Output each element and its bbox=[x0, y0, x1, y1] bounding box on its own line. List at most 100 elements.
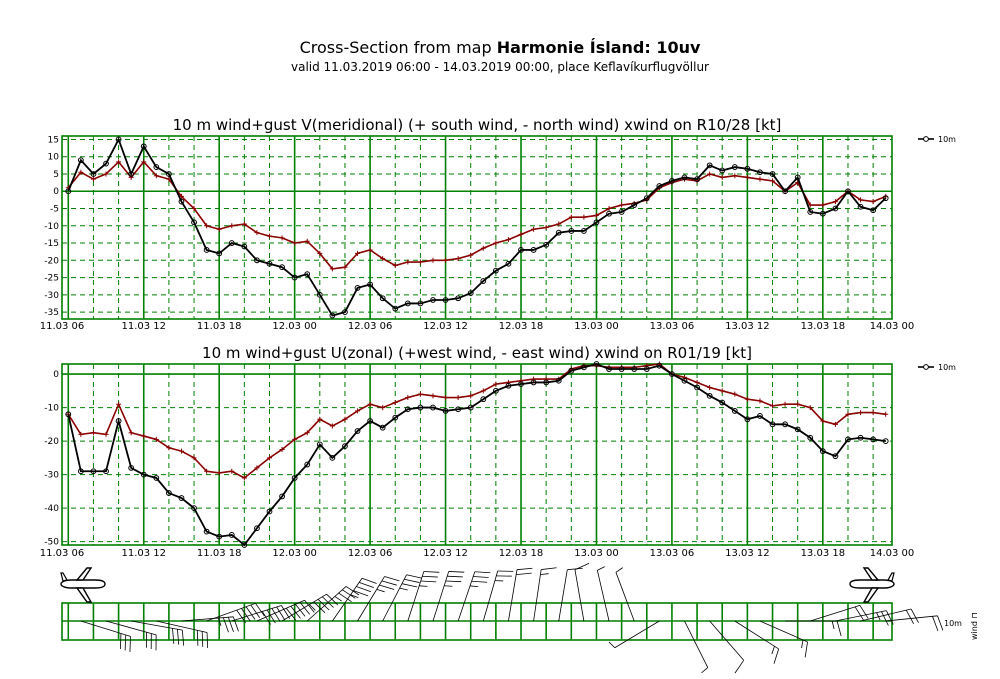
data-point-gust bbox=[430, 257, 436, 263]
data-point-10m bbox=[279, 264, 285, 271]
wind-barb-staff bbox=[256, 599, 305, 622]
wind-barb-staff bbox=[533, 569, 542, 622]
data-point-10m bbox=[316, 441, 323, 448]
data-point-gust bbox=[405, 259, 411, 265]
wind-barb bbox=[615, 567, 635, 622]
wind-barb bbox=[785, 620, 842, 637]
x-tick-label: 13.03 00 bbox=[574, 548, 619, 559]
wind-barb bbox=[608, 620, 660, 649]
wind-barb-feather bbox=[422, 575, 438, 578]
data-point-10m bbox=[404, 300, 411, 307]
data-point-gust bbox=[518, 378, 524, 384]
data-point-10m bbox=[241, 243, 248, 250]
wind-barb-half-feather bbox=[801, 639, 804, 649]
wind-barb-feather bbox=[406, 574, 422, 579]
wind-barb-staff bbox=[156, 620, 208, 633]
title-prefix: Cross-Section from map bbox=[299, 38, 497, 57]
data-point-10m bbox=[505, 260, 512, 267]
wind-barb bbox=[332, 577, 377, 622]
data-point-10m bbox=[279, 493, 285, 500]
data-point-10m bbox=[165, 490, 172, 496]
x-tick-label: 13.03 18 bbox=[801, 321, 846, 332]
data-point-10m bbox=[367, 418, 374, 424]
y-tick-label: -20 bbox=[44, 437, 59, 447]
data-point-10m bbox=[115, 418, 122, 424]
data-point-gust bbox=[556, 221, 562, 227]
data-point-10m bbox=[203, 528, 210, 535]
data-point-gust bbox=[380, 256, 386, 262]
data-point-gust bbox=[191, 455, 197, 461]
wind-barb-staff bbox=[105, 620, 157, 636]
data-point-10m bbox=[467, 404, 474, 411]
wind-barb-half-feather bbox=[876, 612, 881, 621]
x-tick-label: 14.03 00 bbox=[870, 548, 915, 559]
data-point-10m bbox=[631, 202, 638, 208]
wind-barb-staff bbox=[80, 620, 131, 637]
data-point-10m bbox=[203, 247, 210, 253]
data-point-gust bbox=[782, 401, 788, 407]
data-point-gust bbox=[292, 240, 298, 246]
title-bold: Harmonie Ísland: 10uv bbox=[496, 38, 701, 57]
wind-barb bbox=[860, 608, 919, 625]
data-point-gust bbox=[241, 221, 247, 227]
data-point-10m bbox=[568, 367, 575, 374]
wind-barb bbox=[508, 567, 533, 622]
series-line-10m bbox=[67, 363, 886, 547]
data-point-gust bbox=[858, 410, 864, 416]
wind-barb-feather bbox=[201, 631, 204, 647]
data-point-10m bbox=[430, 404, 436, 411]
x-tick-label: 11.03 06 bbox=[40, 548, 85, 559]
data-point-10m bbox=[304, 461, 311, 468]
data-point-gust bbox=[153, 436, 159, 442]
wind-barb-feather bbox=[172, 628, 175, 644]
data-point-10m bbox=[65, 411, 72, 418]
data-point-10m bbox=[140, 471, 147, 478]
data-point-gust bbox=[493, 240, 499, 246]
data-point-10m bbox=[480, 278, 487, 284]
data-point-10m bbox=[757, 413, 763, 419]
data-point-10m bbox=[593, 361, 600, 367]
wind-barb-half-feather bbox=[350, 594, 359, 599]
y-tick-label: 10 bbox=[48, 153, 60, 163]
data-point-gust bbox=[644, 363, 650, 369]
data-point-gust bbox=[443, 257, 449, 263]
wind-barb bbox=[574, 562, 590, 622]
wind-barb-staff bbox=[574, 569, 585, 622]
wind-barb bbox=[181, 616, 239, 633]
data-point-gust bbox=[417, 259, 423, 265]
wind-barb-feather bbox=[516, 567, 533, 571]
page-subtitle: valid 11.03.2019 06:00 - 14.03.2019 00:0… bbox=[290, 60, 709, 74]
wind-barb-feather bbox=[317, 599, 330, 611]
data-point-gust bbox=[153, 173, 159, 179]
data-point-10m bbox=[857, 203, 864, 210]
wind-barb-staff bbox=[508, 569, 518, 622]
plot-frame bbox=[61, 135, 893, 320]
plot-frame bbox=[61, 363, 893, 546]
wind-barb bbox=[734, 620, 780, 664]
data-point-10m bbox=[757, 169, 763, 176]
y-tick-label: -20 bbox=[44, 256, 59, 266]
barb-legend-label: 10m bbox=[944, 619, 962, 628]
wind-barb-staff bbox=[206, 602, 256, 622]
wind-barb bbox=[131, 620, 185, 646]
wind-barb-feather bbox=[910, 608, 919, 623]
wind-barb bbox=[357, 576, 400, 622]
data-point-10m bbox=[669, 371, 675, 377]
x-tick-label: 12.03 00 bbox=[272, 548, 317, 559]
data-point-10m bbox=[580, 228, 587, 234]
data-point-gust bbox=[329, 423, 335, 429]
x-tick-label: 12.03 18 bbox=[499, 548, 544, 559]
data-point-10m bbox=[518, 247, 524, 253]
wind-barb-feather bbox=[271, 608, 281, 622]
data-point-10m bbox=[153, 164, 160, 170]
data-point-gust bbox=[342, 416, 348, 422]
data-point-10m bbox=[266, 508, 273, 515]
wind-barb bbox=[80, 620, 131, 652]
wind-barb-feather bbox=[905, 609, 914, 625]
wind-barb-half-feather bbox=[419, 585, 428, 587]
wind-barb-feather bbox=[574, 562, 590, 571]
data-point-10m bbox=[329, 312, 336, 319]
data-point-10m bbox=[643, 195, 650, 202]
data-point-10m bbox=[115, 136, 122, 143]
